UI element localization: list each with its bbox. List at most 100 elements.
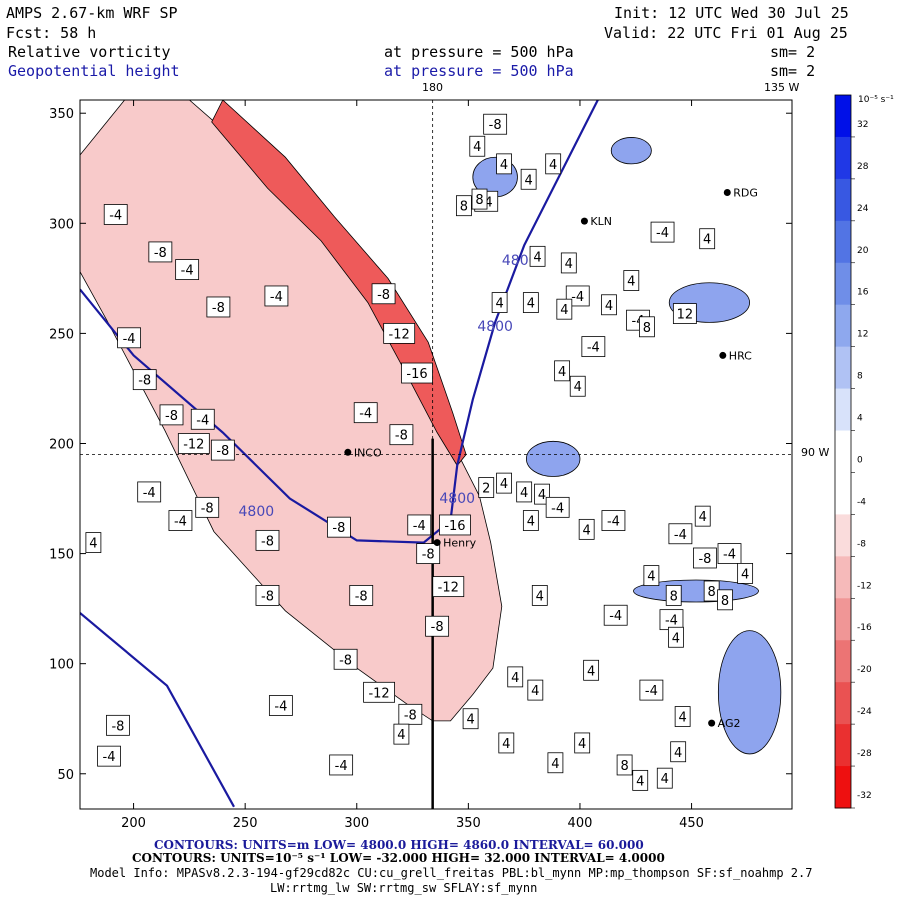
station-label: AG2 [718,717,741,730]
label-text: 4 [466,713,474,728]
vorticity-contour-label: 8 [717,589,733,611]
label-text: -4 [196,413,209,428]
colorbar-tick-label: -16 [857,623,872,633]
colorbar-segment [835,766,851,809]
model-title: AMPS 2.67-km WRF SP [6,4,178,22]
vorticity-contour-label: 4 [469,135,486,157]
label-box [554,360,571,382]
vorticity-contour-label: 4 [498,732,515,754]
station-marker [433,539,441,547]
field2-level: at pressure = 500 hPa [384,62,574,80]
vorticity-contour-label: -8 [327,516,351,538]
colorbar-segment [835,346,851,390]
positive-vorticity-area [717,630,782,755]
label-text: 4 [699,510,707,525]
label-text: 4 [583,523,591,538]
label-box [496,153,512,175]
label-text: 4 [520,486,528,501]
label-box [483,113,508,135]
station-marker [580,217,588,225]
label-text: -8 [377,288,390,303]
vorticity-contour-label: -12 [177,433,210,454]
label-text: 4 [502,737,510,752]
field2-smooth: sm= 2 [770,62,815,80]
label-text: 4 [647,570,655,585]
label-box [148,241,173,263]
footer-vorticity-contours: CONTOURS: UNITS=10⁻⁵ s⁻¹ LOW= -32.000 HI… [132,851,665,865]
label-text: 8 [460,200,468,215]
vorticity-contour-label: -4 [717,543,742,564]
label-text: -8 [261,534,274,549]
label-box [668,626,684,648]
label-text: -8 [332,521,345,536]
label-box [432,576,465,598]
vorticity-contour-label: -4 [103,204,128,225]
colorbar-tick-label: 0 [857,455,863,465]
lon-135w-label: 135 W [764,81,799,94]
vorticity-contour-label: 4 [632,769,649,791]
label-text: 4 [89,537,97,552]
colorbar-frame [834,94,852,809]
label-box [97,745,121,767]
colorbar-segment [835,262,851,306]
colorbar-tick-label: -20 [857,665,872,675]
label-box [498,732,515,754]
label-text: -8 [339,653,352,668]
x-tick-label: 250 [233,816,258,831]
field1-name: Relative vorticity [8,43,171,61]
vorticity-contour-label: -4 [668,523,693,545]
label-text: 4 [560,303,568,318]
vorticity-contour-label: -12 [383,322,416,344]
label-box [401,362,433,384]
station-label: INCO [354,446,382,459]
station-marker [723,188,731,196]
label-text: -4 [335,759,348,774]
vorticity-contour-label: -4 [137,481,162,503]
label-box [168,510,193,531]
colorbar-segment [835,514,851,557]
station-label: HRC [729,349,752,362]
label-text: 4 [527,297,535,312]
label-box [327,516,351,538]
vorticity-contour-label: -8 [195,496,220,518]
label-box [159,404,184,426]
x-tick-label: 400 [568,816,593,831]
colorbar-segment [835,640,851,683]
label-text: -4 [723,548,736,563]
label-text: -8 [138,374,151,389]
y-tick-label: 50 [57,768,74,783]
vorticity-contour-label: -4 [601,510,626,531]
vorticity-contour-label: 4 [516,481,533,503]
label-box [650,221,675,243]
label-text: -4 [413,519,426,534]
label-text: -8 [489,118,502,133]
label-box [455,195,472,217]
label-text: 12 [677,308,694,323]
label-text: 8 [475,193,483,208]
vorticity-contour-label: 4 [578,518,595,540]
label-text: 4 [565,257,573,272]
colorbar-segment [835,304,851,348]
vorticity-contour-label: 4 [601,294,617,316]
label-box [737,563,754,584]
label-text: -12 [438,581,459,596]
vorticity-contour-label: -8 [210,439,235,461]
height-contour-line [80,612,235,808]
label-box [601,510,626,531]
colorbar-segment [835,430,851,473]
vorticity-contour-label: -4 [353,402,378,424]
label-text: 4 [551,757,559,772]
label-box [496,472,512,494]
field2-name: Geopotential height [8,62,180,80]
label-box [117,327,142,349]
label-text: 4 [574,380,582,395]
label-text: -4 [181,264,194,279]
colorbar-segment [835,598,851,641]
label-box [363,681,395,703]
label-box [389,424,414,446]
label-text: -4 [359,407,372,422]
label-text: 2 [482,482,490,497]
label-text: -8 [355,589,368,604]
label-text: 4 [674,746,682,761]
label-text: 4 [524,173,532,188]
